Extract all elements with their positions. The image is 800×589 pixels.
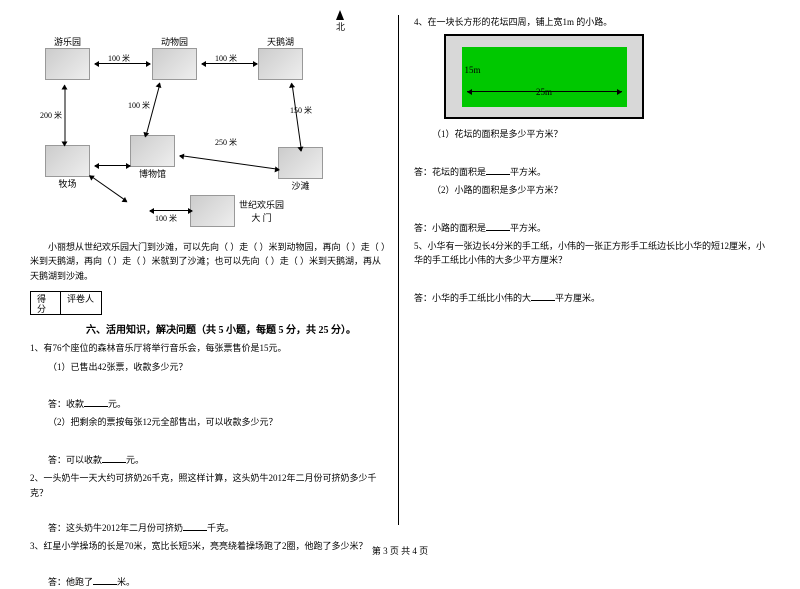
score-col1: 得分: [30, 291, 60, 315]
loc-tianehu: 天鹅湖: [258, 35, 303, 80]
dist-4: 200 米: [40, 110, 62, 121]
q5-ans: 答：小华的手工纸比小伟的大平方厘米。: [414, 290, 770, 305]
loc-youyuan: 游乐园: [45, 35, 90, 80]
dim-h: 25m: [536, 87, 552, 97]
q3-ans: 答：他跑了米。: [48, 574, 386, 589]
q1-ans1: 答：收款元。: [48, 396, 386, 411]
loc-damen: 世纪欢乐园大 门: [190, 195, 284, 227]
q1-ans2: 答：可以收款元。: [48, 452, 386, 467]
arrow: [65, 86, 66, 146]
q5-stem: 5、小华有一张边长4分米的手工纸，小伟的一张正方形手工纸边长比小华的短12厘米，…: [414, 239, 770, 268]
dist-3: 100 米: [128, 100, 150, 111]
arrow: [95, 165, 130, 166]
q1-sub1: （1）已售出42张票，收款多少元？: [48, 360, 386, 374]
dim-v: 15m: [465, 65, 481, 75]
q4-ans1: 答：花坛的面积是平方米。: [414, 164, 770, 179]
arrow: [292, 83, 302, 150]
dist-6: 250 米: [215, 137, 237, 148]
q1-stem: 1、有76个座位的森林音乐厅将举行音乐会，每张票售价是15元。: [30, 341, 386, 355]
arrow: [90, 175, 127, 202]
dist-2: 100 米: [215, 53, 237, 64]
dist-1: 100 米: [108, 53, 130, 64]
q4-sub2: （2）小路的面积是多少平方米？: [432, 183, 770, 197]
north-indicator: 北: [336, 10, 345, 33]
loc-muchang: 牧场: [45, 145, 90, 190]
loc-bowuguan: 博物馆: [130, 135, 175, 180]
score-box: 得分 评卷人: [30, 291, 386, 315]
q2-stem: 2、一头奶牛一天大约可挤奶26千克，照这样计算，这头奶牛2012年二月份可挤奶多…: [30, 471, 386, 500]
q1-sub2: （2）把剩余的票按每张12元全部售出，可以收款多少元？: [48, 415, 386, 429]
page-footer: 第 3 页 共 4 页: [0, 544, 800, 557]
q4-ans2: 答：小路的面积是平方米。: [414, 220, 770, 235]
rect-diagram: 15m 25m: [444, 34, 644, 119]
q4-sub1: （1）花坛的面积是多少平方米？: [432, 127, 770, 141]
north-label: 北: [336, 20, 345, 33]
q4-stem: 4、在一块长方形的花坛四周，铺上宽1m 的小路。: [414, 15, 770, 29]
score-col2: 评卷人: [60, 291, 102, 315]
arrow: [150, 210, 192, 211]
map-question: 小丽想从世纪欢乐园大门到沙滩，可以先向（ ）走（ ）米到动物园，再向（ ）走（ …: [30, 240, 386, 283]
map-diagram: 北 游乐园 动物园 天鹅湖 牧场 博物馆 沙滩 世纪欢乐园大 门 100 米 1…: [30, 15, 340, 235]
loc-shatan: 沙滩: [278, 147, 323, 192]
section6-title: 六、活用知识，解决问题（共 5 小题，每题 5 分，共 25 分）。: [30, 321, 386, 336]
q2-ans: 答：这头奶牛2012年二月份可挤奶千克。: [48, 520, 386, 535]
dist-7: 100 米: [155, 213, 177, 224]
dist-5: 150 米: [290, 105, 312, 116]
arrow: [180, 155, 279, 170]
loc-dongwuyuan: 动物园: [152, 35, 197, 80]
